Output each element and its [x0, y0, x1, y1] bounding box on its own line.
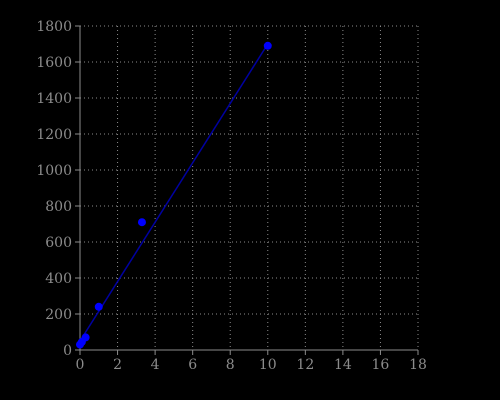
x-tick-label: 4 [151, 357, 160, 373]
x-tick-label: 10 [259, 357, 277, 373]
grid [80, 25, 419, 350]
data-point [81, 333, 90, 342]
y-tick-labels: 0 200 400 600 800 1000 1200 1400 1600 1800 [36, 19, 72, 359]
x-tick-label: 8 [226, 357, 235, 373]
y-tick-label: 1800 [36, 19, 72, 35]
axes [75, 25, 419, 355]
data-points [76, 41, 272, 349]
x-tick-label: 14 [334, 357, 352, 373]
x-tick-label: 6 [188, 357, 197, 373]
y-tick-label: 600 [45, 235, 72, 251]
data-point [263, 41, 272, 50]
data-point [94, 302, 103, 311]
y-tick-label: 1600 [36, 55, 72, 71]
x-tick-label: 12 [296, 357, 314, 373]
x-tick-label: 0 [76, 357, 85, 373]
y-tick-label: 1200 [36, 127, 72, 143]
x-tick-label: 2 [113, 357, 122, 373]
x-tick-label: 18 [409, 357, 427, 373]
y-tick-label: 0 [63, 343, 72, 359]
y-tick-label: 200 [45, 307, 72, 323]
fit-line-layer [79, 43, 269, 342]
x-tick-label: 16 [372, 357, 390, 373]
y-tick-label: 1000 [36, 163, 72, 179]
fit-line [79, 43, 269, 342]
y-tick-label: 800 [45, 199, 72, 215]
y-tick-label: 400 [45, 271, 72, 287]
y-tick-label: 1400 [36, 91, 72, 107]
x-tick-labels: 0 2 4 6 8 10 12 14 16 18 [76, 357, 427, 373]
data-point [137, 218, 146, 227]
